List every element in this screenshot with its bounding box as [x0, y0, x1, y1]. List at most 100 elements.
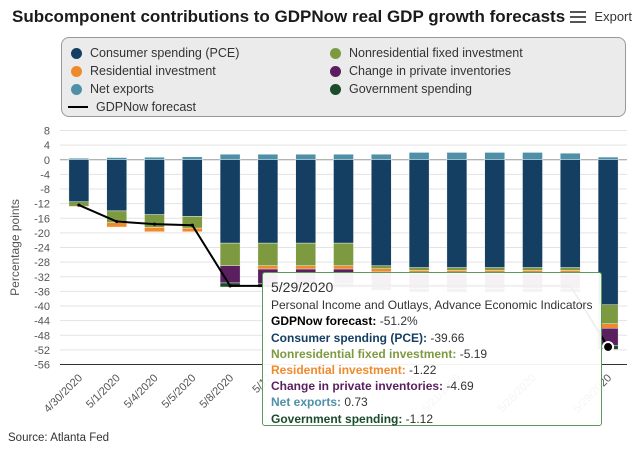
bar-segment: [333, 159, 354, 244]
y-tick-label: -12: [34, 199, 50, 211]
y-tick-label: -32: [34, 272, 50, 284]
y-tick-label: -8: [40, 184, 50, 196]
y-tick-label: -44: [34, 316, 50, 328]
y-axis-title: Percentage points: [8, 199, 22, 296]
tooltip-row-label: Government spending:: [271, 411, 403, 426]
bar-segment: [257, 265, 279, 270]
legend-net-exports-label: Net exports: [90, 82, 154, 96]
tooltip-row: Change in private inventories: -4.69: [271, 378, 593, 394]
legend-inventories-marker: [330, 65, 341, 77]
bar-segment: [446, 152, 468, 160]
tooltip-row-label: Nonresidential fixed investment:: [271, 346, 457, 361]
tooltip-row: Nonresidential fixed investment: -5.19: [271, 346, 593, 362]
tooltip-row: GDPNow forecast: -51.2%: [271, 313, 593, 329]
legend-item-government[interactable]: Government spending: [330, 82, 472, 96]
bar-segment: [522, 152, 543, 160]
legend: Consumer spending (PCE) Nonresidential f…: [61, 37, 626, 117]
gdpnow-forecast-point: [152, 222, 157, 226]
legend-pce-marker: [71, 47, 82, 59]
bar-segment: [371, 159, 392, 266]
tooltip-date: 5/29/2020: [271, 279, 334, 295]
legend-gdpnow-marker: [68, 106, 88, 108]
bar-segment: [522, 159, 543, 268]
bar-segment: [144, 227, 165, 232]
bar-segment: [257, 242, 279, 266]
x-tick-label: 5/8/2020: [197, 372, 236, 411]
legend-item-net-exports[interactable]: Net exports: [71, 82, 154, 96]
bar-segment: [446, 159, 468, 268]
bar-segment: [371, 154, 392, 160]
source-note: Source: Atlanta Fed: [8, 432, 110, 444]
legend-residential-marker: [71, 65, 82, 77]
tooltip-row-label: Residential investment:: [271, 363, 406, 378]
bar-segment: [295, 265, 316, 270]
bar-segment: [560, 159, 581, 268]
gdpnow-forecast-point: [190, 223, 194, 227]
bar-segment: [371, 265, 392, 269]
bar-segment: [295, 159, 316, 244]
bar-segment: [219, 154, 241, 160]
tooltip-row-value: -4.69: [443, 379, 474, 394]
bar-segment: [333, 242, 354, 266]
legend-item-residential[interactable]: Residential investment: [71, 64, 216, 78]
y-tick-label: -28: [34, 257, 50, 269]
bar-segment: [484, 152, 505, 160]
y-tick-label: -16: [34, 213, 50, 225]
bar-segment: [182, 159, 203, 217]
bar-segment: [257, 154, 279, 160]
bar-segment: [408, 267, 430, 271]
bar-segment: [68, 158, 90, 160]
export-label: Export: [594, 9, 632, 24]
y-tick-label: 8: [44, 126, 50, 138]
bar-segment: [333, 265, 354, 270]
bar-segment: [484, 159, 505, 268]
export-button[interactable]: Export: [570, 9, 632, 24]
bar-segment: [182, 227, 203, 232]
bar-segment: [68, 159, 90, 202]
y-tick-label: -4: [40, 169, 50, 181]
legend-inventories-label: Change in private inventories: [349, 64, 511, 78]
legend-net-exports-marker: [71, 83, 82, 95]
legend-item-inventories[interactable]: Change in private inventories: [330, 64, 511, 78]
y-tick-label: 0: [44, 155, 50, 167]
tooltip-row-label: GDPNow forecast:: [271, 314, 377, 329]
bar-segment: [408, 152, 430, 160]
tooltip-row-label: Consumer spending (PCE):: [271, 330, 428, 345]
bar-segment: [446, 267, 468, 271]
tooltip-row-label: Net exports:: [271, 395, 342, 410]
legend-item-nonresidential[interactable]: Nonresidential fixed investment: [330, 46, 523, 60]
bar-segment: [106, 159, 127, 212]
y-tick-label: -24: [34, 243, 50, 255]
y-tick-label: -48: [34, 330, 50, 342]
legend-nonresidential-label: Nonresidential fixed investment: [349, 46, 523, 60]
gdpnow-forecast-point: [77, 203, 81, 207]
tooltip: 5/29/2020 Personal Income and Outlays, A…: [262, 272, 602, 426]
legend-gdpnow-label: GDPNow forecast: [96, 100, 197, 114]
chart-title: Subcomponent contributions to GDPNow rea…: [12, 7, 566, 26]
bar-segment: [106, 222, 127, 228]
legend-nonresidential-marker: [330, 47, 341, 59]
bar-segment: [219, 242, 241, 266]
y-tick-label: -40: [34, 301, 50, 313]
tooltip-release: Personal Income and Outlays, Advance Eco…: [271, 298, 593, 313]
bar-segment: [484, 267, 505, 271]
legend-item-gdpnow[interactable]: GDPNow forecast: [68, 100, 196, 114]
bar-segment: [144, 156, 165, 160]
x-tick-label: 4/30/2020: [42, 372, 85, 415]
legend-government-marker: [330, 83, 341, 95]
bar-segment: [333, 154, 354, 160]
tooltip-row-value: -39.66: [427, 330, 465, 345]
gdpnow-forecast-point: [115, 219, 119, 224]
bar-segment: [295, 242, 316, 266]
y-tick-label: -56: [34, 360, 50, 372]
bar-segment: [597, 156, 619, 160]
bar-segment: [522, 267, 543, 271]
tooltip-row: Net exports: 0.73: [271, 394, 593, 410]
x-tick-label: 5/1/2020: [84, 372, 123, 411]
gdpnow-forecast-point: [228, 284, 232, 288]
bar-segment: [295, 154, 316, 160]
tooltip-row: Consumer spending (PCE): -39.66: [271, 330, 593, 346]
bar-segment: [408, 159, 430, 268]
legend-item-pce[interactable]: Consumer spending (PCE): [71, 46, 239, 60]
bar-segment: [219, 159, 241, 244]
